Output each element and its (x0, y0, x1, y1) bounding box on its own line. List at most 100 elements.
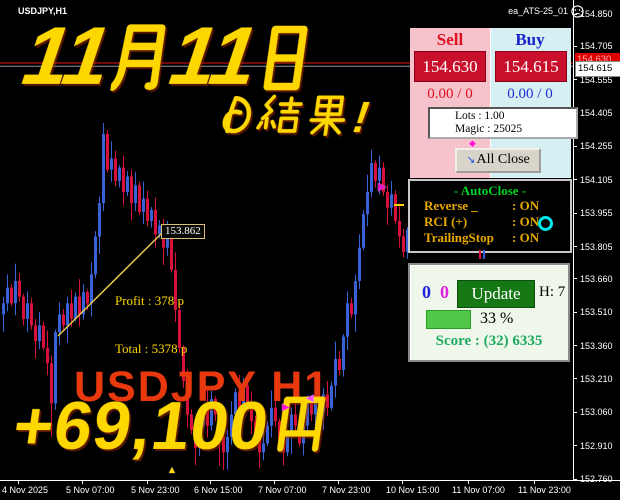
price-tick-label: 153.660 (580, 273, 613, 284)
sell-button[interactable]: 154.630 (414, 51, 486, 82)
date-title: 11 11 (17, 11, 313, 102)
time-tick-label: 4 Nov 2025 (2, 485, 49, 495)
autoclose-row-label: Reverse _ (424, 198, 478, 213)
lots-magic-box: Lots : 1.00 Magic : 25025 (428, 107, 578, 139)
counter-right: 0 (440, 282, 449, 302)
autoclose-row-value: : ON (512, 230, 540, 245)
time-tick-label: 5 Nov 07:00 (66, 485, 115, 495)
time-tick-label: 5 Nov 23:00 (131, 485, 180, 495)
counter-left: 0 (422, 282, 431, 302)
buy-button[interactable]: 154.615 (495, 51, 567, 82)
kanji-en-icon (276, 396, 325, 452)
h-counter: H: 7 (539, 284, 566, 300)
price-tick-label: 153.210 (580, 373, 613, 384)
date-digits: 11 (164, 11, 263, 102)
result-title: ! (209, 93, 372, 142)
autoclose-row-reverse: Reverse _ : ON (424, 198, 554, 214)
buy-header: Buy (515, 30, 545, 49)
price-tick-label: 154.555 (580, 74, 613, 85)
price-tick (573, 378, 577, 380)
time-tick-label: 11 Nov 23:00 (518, 485, 571, 495)
price-callout-label[interactable]: 153.862 (161, 224, 205, 239)
autoclose-row-label: RCI (+) (424, 214, 468, 229)
price-tick (573, 45, 577, 47)
price-tick-label: 153.360 (580, 340, 613, 351)
time-tick (82, 480, 83, 484)
time-tick (338, 480, 339, 484)
time-tick (402, 480, 403, 484)
time-tick (468, 480, 469, 484)
ea-name-label: ea_ATS-25_01 (508, 6, 568, 16)
chart-symbol-label: USDJPY,H1 (18, 6, 68, 16)
price-tick (573, 278, 577, 280)
time-tick (274, 480, 275, 484)
lots-line: Lots : 1.00 (455, 110, 505, 122)
price-tick-label: 154.850 (580, 9, 613, 19)
price-tick-label: 152.760 (580, 474, 613, 485)
ea-smiley-icon[interactable] (571, 5, 584, 18)
time-tick-label: 7 Nov 23:00 (322, 485, 371, 495)
autoclose-row-label: TrailingStop (424, 230, 494, 245)
sell-header: Sell (436, 30, 464, 49)
price-tick-label: 153.060 (580, 407, 613, 418)
time-tick-label: 10 Nov 15:00 (386, 485, 440, 495)
price-tick (573, 79, 577, 81)
amount-heading: +69,100 (8, 388, 333, 465)
autoclose-row-value: : ON (512, 198, 540, 213)
time-axis-line (0, 480, 620, 481)
price-tick-label: 153.805 (580, 241, 613, 252)
price-tick-label: 153.955 (580, 208, 613, 219)
time-tick-label: 7 Nov 07:00 (258, 485, 307, 495)
time-tick (534, 480, 535, 484)
bid-price-tag: 154.615 (575, 61, 620, 77)
price-tick-label: 154.105 (580, 174, 613, 185)
score-text: Score : (32) 6335 (435, 333, 543, 349)
update-button[interactable]: Update (457, 280, 535, 308)
autoclose-title: - AutoClose - (453, 183, 527, 198)
kanji-ka-icon (309, 95, 346, 136)
price-axis-line (573, 0, 574, 480)
price-tick (573, 145, 577, 147)
total-label: Total : 5378 p (115, 341, 188, 356)
autoclose-panel: - AutoClose - Reverse _: ON RCI (+): ON … (408, 179, 572, 253)
time-tick-label: 11 Nov 07:00 (452, 485, 505, 495)
price-tick (573, 411, 577, 413)
update-panel: 0 0 Update H: 7 33 % Score : (32) 6335 (408, 263, 570, 362)
time-tick (147, 480, 148, 484)
time-tick-label: 6 Nov 15:00 (194, 485, 243, 495)
autoclose-row-trailingstop: TrailingStop : ON (424, 230, 554, 246)
rci-indicator-icon (538, 216, 553, 231)
profit-label: Profit : 378 p (115, 293, 184, 308)
price-tick (573, 212, 577, 214)
price-tick-label: 153.510 (580, 307, 613, 318)
price-tick (573, 478, 577, 480)
price-tick-label: 152.910 (580, 440, 613, 451)
date-digits: 11 (17, 11, 116, 102)
all-close-arrow-icon: ↘ (466, 154, 476, 166)
autoclose-row-value: : ON (512, 214, 540, 229)
price-tick (573, 246, 577, 247)
magic-line: Magic : 25025 (455, 123, 523, 135)
candlestick-chart (0, 62, 573, 471)
price-tick (573, 345, 577, 347)
price-tick-label: 154.255 (580, 141, 613, 152)
kanji-tsuki-icon (110, 24, 166, 91)
price-tick (573, 311, 577, 313)
sell-stats: 0.00 / 0 (427, 86, 473, 102)
kanji-hi-icon (263, 25, 308, 90)
all-close-button[interactable]: ↘All Close (455, 148, 541, 173)
price-tick-label: 154.405 (580, 108, 613, 118)
time-tick (18, 480, 19, 484)
time-tick (210, 480, 211, 484)
trade-panel: Sell Buy 154.630 154.615 0.00 / 0 0.00 /… (410, 28, 578, 178)
amount-digits: +69,100 (8, 388, 274, 465)
buy-stats: 0.00 / 0 (507, 86, 553, 102)
kana-no-icon (222, 96, 252, 134)
price-tick-label: 154.705 (580, 41, 613, 52)
progress-text: 33 % (480, 310, 514, 327)
price-tick (573, 445, 577, 447)
progress-bar (426, 310, 471, 329)
autoclose-row-rci: RCI (+) : ON (424, 214, 554, 230)
price-tick (573, 179, 577, 181)
